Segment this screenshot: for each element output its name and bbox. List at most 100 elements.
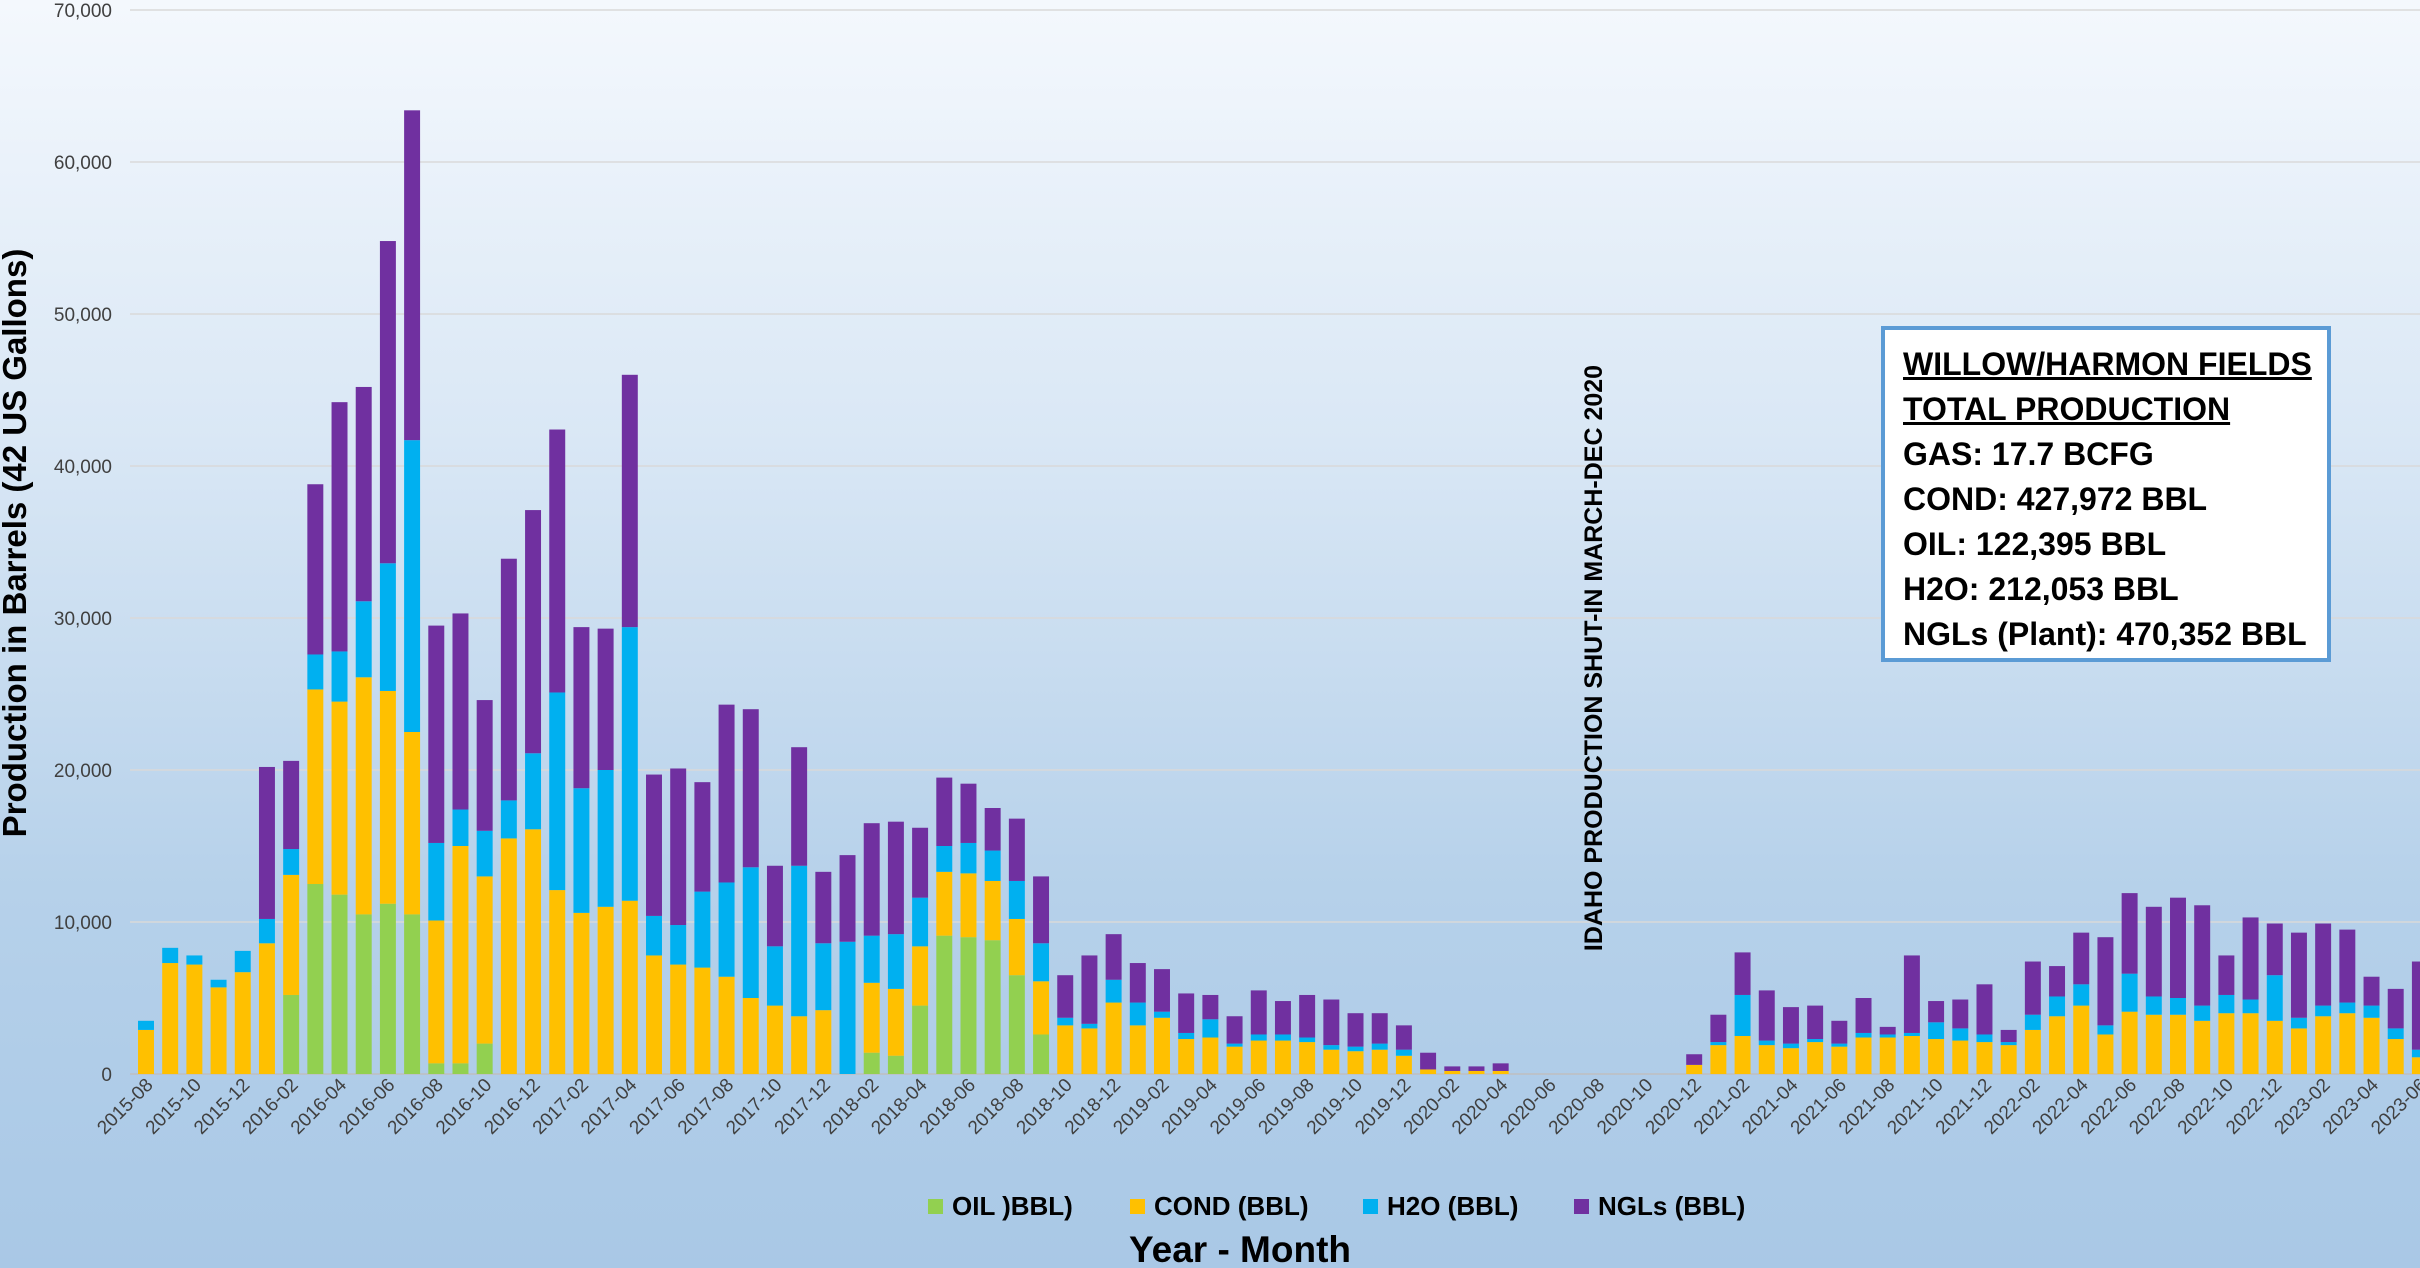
bar-ngl-2020-03: [1468, 1066, 1485, 1071]
totals-infobox: WILLOW/HARMON FIELDS TOTAL PRODUCTION GA…: [1881, 326, 2331, 662]
infobox-oil: OIL: 122,395 BBL: [1903, 526, 2167, 562]
bar-h2o-2016-09: [452, 809, 469, 846]
bar-ngl-2023-04: [2363, 976, 2380, 1006]
bar-h2o-2018-01: [839, 941, 856, 1074]
bar-cond-2021-02: [1734, 1036, 1751, 1074]
bar-ngl-2021-02: [1734, 952, 1751, 995]
bar-oil-2016-10: [476, 1043, 493, 1074]
bar-cond-2018-09: [1033, 981, 1050, 1035]
bar-cond-2015-10: [186, 964, 203, 1074]
bar-cond-2017-04: [621, 900, 638, 1074]
bar-ngl-2018-09: [1033, 876, 1050, 944]
bar-h2o-2017-10: [766, 946, 783, 1006]
bar-h2o-2022-07: [2145, 996, 2162, 1015]
bar-h2o-2023-04: [2363, 1005, 2380, 1018]
bar-h2o-2017-02: [573, 788, 590, 913]
bar-ngl-2019-11: [1371, 1013, 1388, 1044]
bar-cond-2022-02: [2024, 1029, 2041, 1074]
legend-label-h2o: H2O (BBL): [1387, 1191, 1518, 1221]
bar-ngl-2021-09: [1903, 955, 1920, 1033]
bar-h2o-2019-09: [1323, 1045, 1340, 1050]
bar-h2o-2017-09: [742, 867, 759, 998]
bar-ngl-2019-09: [1323, 999, 1340, 1046]
bar-h2o-2019-04: [1202, 1019, 1219, 1038]
bar-cond-2018-06: [960, 873, 977, 938]
bar-h2o-2019-08: [1299, 1037, 1316, 1043]
bar-ngl-2020-12: [1686, 1054, 1703, 1065]
bar-cond-2023-03: [2339, 1013, 2356, 1074]
bar-ngl-2017-03: [597, 628, 614, 770]
bar-ngl-2016-11: [500, 558, 517, 801]
bar-cond-2020-01: [1420, 1069, 1437, 1074]
bar-cond-2021-07: [1855, 1037, 1872, 1074]
bar-cond-2022-01: [2000, 1045, 2017, 1074]
bar-ngl-2016-08: [428, 625, 445, 843]
bar-ngl-2022-08: [2170, 897, 2186, 998]
bar-h2o-2016-04: [331, 651, 348, 702]
bar-ngl-2020-04: [1492, 1063, 1509, 1071]
bar-h2o-2021-12: [1976, 1034, 1993, 1043]
bar-ngl-2016-12: [525, 510, 542, 754]
bar-h2o-2022-02: [2024, 1014, 2041, 1030]
bar-cond-2022-11: [2242, 1013, 2259, 1074]
bar-h2o-2021-03: [1758, 1040, 1775, 1046]
y-axis-ticks: 0 10,000 20,000 30,000 40,000 50,000 60,000 70,…: [54, 1, 112, 1086]
bar-h2o-2022-03: [2049, 996, 2066, 1017]
bar-cond-2023-05: [2387, 1039, 2404, 1074]
bar-ngl-2018-06: [960, 783, 977, 843]
bar-oil-2018-08: [1008, 975, 1025, 1074]
bar-cond-2023-02: [2315, 1016, 2332, 1074]
bar-h2o-2016-06: [379, 563, 396, 691]
bar-h2o-2017-12: [815, 943, 832, 1011]
legend-label-oil: OIL )BBL): [952, 1191, 1073, 1221]
bar-oil-2016-07: [404, 914, 421, 1074]
bar-cond-2018-08: [1008, 918, 1025, 976]
bar-cond-2017-06: [670, 964, 687, 1074]
bar-h2o-2016-01: [258, 918, 275, 944]
y-tick-label: 70,000: [54, 1, 112, 22]
bar-h2o-2016-05: [355, 601, 372, 678]
bar-ngl-2022-02: [2024, 961, 2041, 1015]
bar-h2o-2019-01: [1129, 1002, 1146, 1026]
bar-ngl-2019-12: [1395, 1025, 1412, 1050]
bar-h2o-2018-02: [863, 935, 880, 983]
bar-ngl-2021-08: [1879, 1026, 1896, 1035]
bar-ngl-2016-03: [307, 484, 324, 655]
bar-ngl-2017-07: [694, 782, 711, 892]
bar-cond-2018-04: [912, 946, 929, 1006]
bar-h2o-2015-09: [162, 947, 179, 964]
bar-h2o-2016-11: [500, 800, 517, 839]
bar-cond-2018-05: [936, 871, 953, 936]
bar-h2o-2022-09: [2194, 1005, 2211, 1021]
bar-cond-2016-01: [258, 943, 275, 1074]
bar-h2o-2021-11: [1952, 1028, 1969, 1041]
bar-oil-2016-05: [355, 914, 372, 1074]
bar-ngl-2016-05: [355, 386, 372, 602]
bar-ngl-2017-05: [646, 774, 662, 916]
bar-ngl-2022-06: [2121, 893, 2138, 974]
bar-ngl-2018-08: [1008, 818, 1025, 881]
bar-cond-2019-12: [1395, 1055, 1412, 1074]
bar-ngl-2021-10: [1928, 1001, 1945, 1023]
bar-cond-2016-10: [476, 876, 493, 1044]
bar-h2o-2022-04: [2073, 984, 2090, 1006]
bar-cond-2023-04: [2363, 1017, 2380, 1074]
bar-cond-2016-11: [500, 838, 517, 1074]
bar-cond-2019-02: [1154, 1017, 1170, 1074]
bar-h2o-2019-10: [1347, 1046, 1364, 1052]
bar-h2o-2016-12: [525, 753, 542, 830]
infobox-gas: GAS: 17.7 BCFG: [1903, 436, 2154, 472]
bar-cond-2018-03: [887, 988, 904, 1056]
bar-cond-2016-02: [283, 874, 300, 995]
bar-h2o-2015-10: [186, 955, 203, 965]
bar-h2o-2016-10: [476, 830, 493, 877]
bar-ngl-2021-11: [1952, 999, 1969, 1029]
bar-cond-2019-09: [1323, 1049, 1340, 1074]
bar-ngl-2018-11: [1081, 955, 1098, 1024]
x-axis-label: Year - Month: [1129, 1229, 1351, 1268]
bar-h2o-2018-07: [984, 850, 1001, 881]
bar-h2o-2019-03: [1178, 1032, 1195, 1040]
bar-cond-2016-12: [525, 829, 542, 1074]
bar-ngl-2018-12: [1105, 934, 1122, 980]
